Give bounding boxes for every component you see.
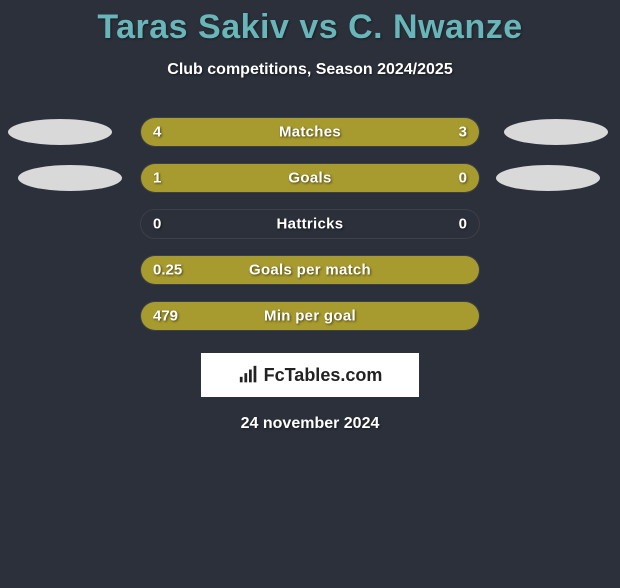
metric-bar: 479 Min per goal bbox=[140, 301, 480, 331]
metric-bar: 0 0 Hattricks bbox=[140, 209, 480, 239]
value-left: 1 bbox=[153, 170, 161, 187]
bar-right-fill bbox=[401, 164, 479, 192]
page-title: Taras Sakiv vs C. Nwanze bbox=[0, 8, 620, 47]
logo-text: FcTables.com bbox=[264, 365, 383, 386]
player-right-marker bbox=[504, 119, 608, 145]
player-left-marker bbox=[8, 119, 112, 145]
value-right: 3 bbox=[459, 124, 467, 141]
value-right: 0 bbox=[459, 170, 467, 187]
logo-box: FcTables.com bbox=[201, 353, 419, 397]
chart-bars-icon bbox=[238, 364, 260, 386]
value-left: 0 bbox=[153, 216, 161, 233]
value-left: 0.25 bbox=[153, 262, 182, 279]
bar-right-fill bbox=[334, 118, 479, 146]
metric-bar: 0.25 Goals per match bbox=[140, 255, 480, 285]
player-left-marker bbox=[18, 165, 122, 191]
metric-bar: 1 0 Goals bbox=[140, 163, 480, 193]
metric-bar: 4 3 Matches bbox=[140, 117, 480, 147]
metric-label: Hattricks bbox=[277, 216, 344, 233]
player-right-marker bbox=[496, 165, 600, 191]
value-right: 0 bbox=[459, 216, 467, 233]
comparison-chart: 4 3 Matches 1 0 Goals 0 0 Hattricks 0.25 Goals per… bbox=[0, 117, 620, 331]
bar-left-fill bbox=[141, 164, 401, 192]
metric-row: 479 Min per goal bbox=[0, 301, 620, 331]
metric-label: Min per goal bbox=[264, 308, 356, 325]
metric-label: Matches bbox=[279, 124, 341, 141]
date-line: 24 november 2024 bbox=[0, 415, 620, 433]
subtitle: Club competitions, Season 2024/2025 bbox=[0, 61, 620, 79]
metric-row: 0 0 Hattricks bbox=[0, 209, 620, 239]
metric-row: 0.25 Goals per match bbox=[0, 255, 620, 285]
value-left: 479 bbox=[153, 308, 178, 325]
metric-row: 1 0 Goals bbox=[0, 163, 620, 193]
metric-label: Goals bbox=[288, 170, 331, 187]
metric-label: Goals per match bbox=[249, 262, 371, 279]
metric-row: 4 3 Matches bbox=[0, 117, 620, 147]
value-left: 4 bbox=[153, 124, 161, 141]
